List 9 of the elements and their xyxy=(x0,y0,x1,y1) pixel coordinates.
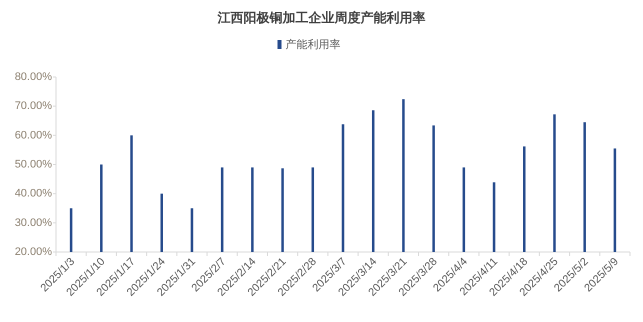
y-tick-label: 20.00% xyxy=(14,246,52,258)
y-tick-label: 30.00% xyxy=(14,216,52,229)
y-tick-label: 40.00% xyxy=(14,188,52,200)
y-tick-label: 70.00% xyxy=(14,100,52,112)
chart-title: 江西阳极铜加工企业周度产能利用率 xyxy=(216,10,426,25)
y-tick-label: 50.00% xyxy=(14,158,52,170)
legend-label: 产能利用率 xyxy=(286,38,340,51)
y-tick-label: 60.00% xyxy=(14,129,52,142)
y-tick-label: 80.00% xyxy=(14,71,52,83)
